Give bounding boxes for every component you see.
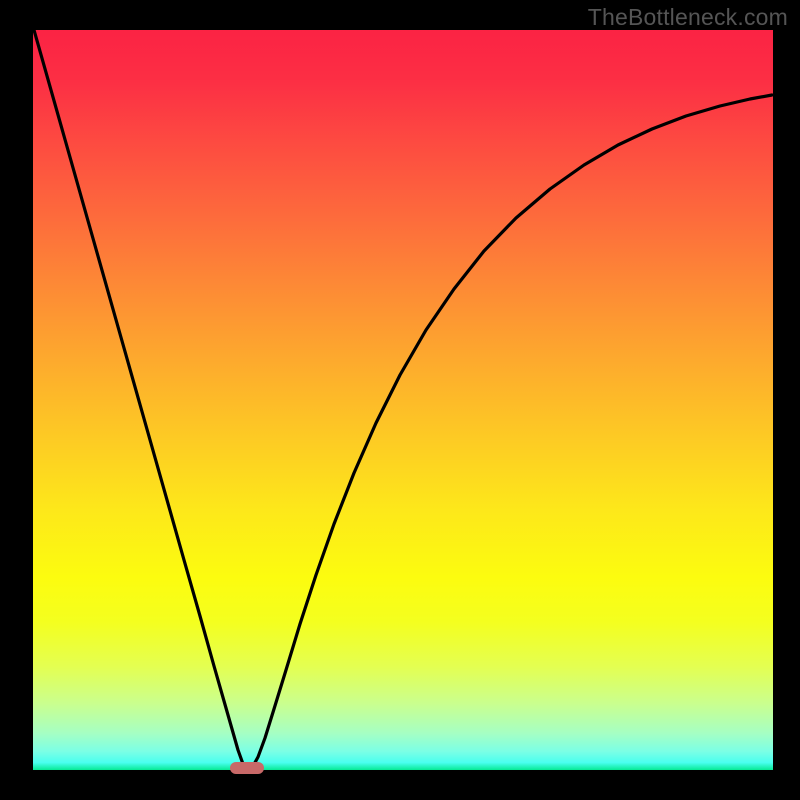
bottleneck-curve [34, 30, 772, 769]
watermark-text: TheBottleneck.com [588, 4, 788, 31]
curve-svg [0, 0, 800, 800]
optimum-marker [230, 762, 264, 774]
chart-container: TheBottleneck.com [0, 0, 800, 800]
